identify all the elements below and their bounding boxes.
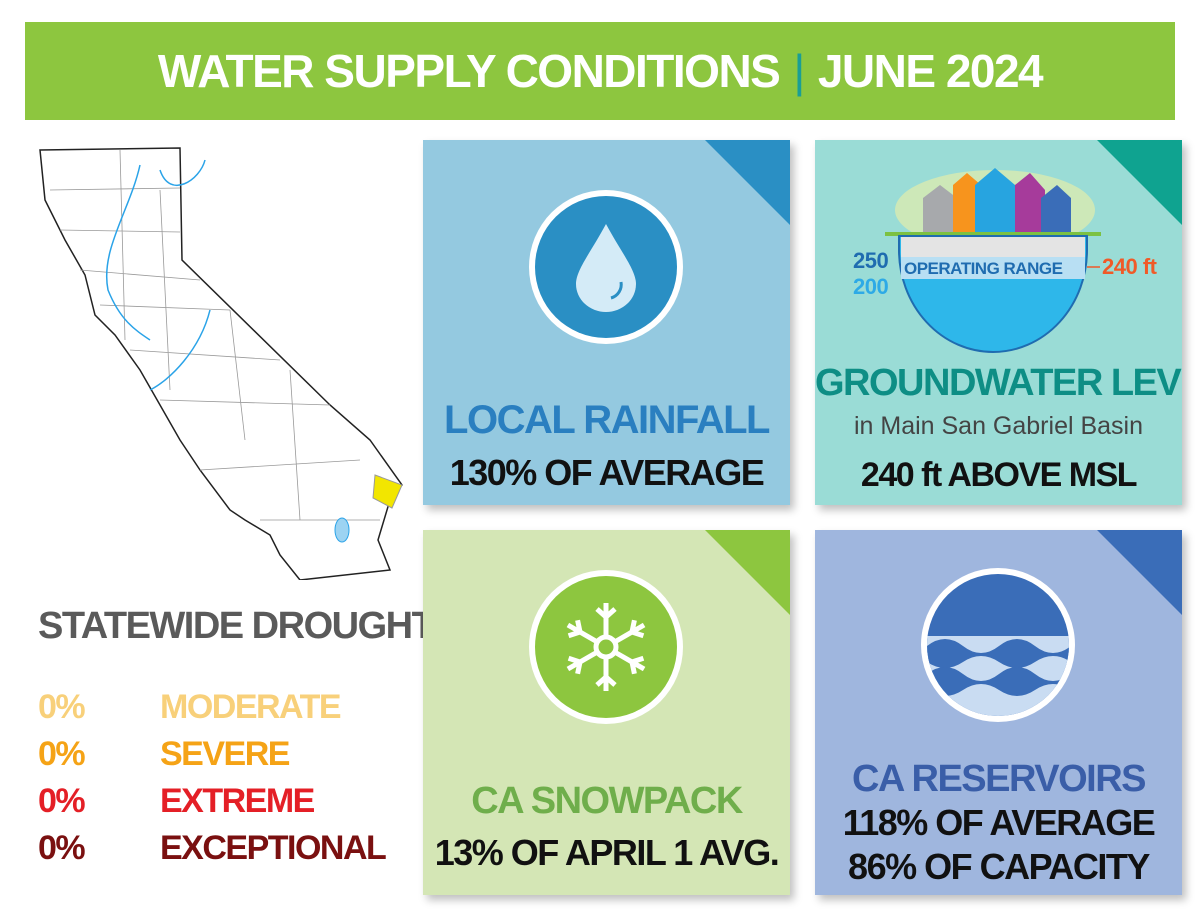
header-title: WATER SUPPLY CONDITIONS xyxy=(157,45,781,97)
houses-icon xyxy=(923,168,1071,232)
drought-label: EXCEPTIONAL xyxy=(160,829,387,867)
reservoirs-title: CA RESERVOIRS xyxy=(851,758,1147,800)
range-upper: 250 xyxy=(853,248,889,273)
drought-area-moderate xyxy=(372,474,403,509)
header-date: JUNE 2024 xyxy=(817,45,1044,97)
snowpack-card: CA SNOWPACK 13% OF APRIL 1 AVG. xyxy=(423,530,790,895)
water-drop-icon xyxy=(535,196,677,338)
current-level-label: 240 ft xyxy=(1102,254,1157,279)
range-lower: 200 xyxy=(853,274,889,299)
waves-icon xyxy=(927,574,1069,716)
drought-pct: 0% xyxy=(38,829,86,867)
groundwater-card: OPERATING RANGE 250 200 240 ft GROUNDWAT… xyxy=(815,140,1182,505)
rivers xyxy=(106,159,211,391)
reservoirs-capacity: 86% OF CAPACITY xyxy=(848,846,1150,887)
salton-sea xyxy=(334,517,350,543)
header-banner: WATER SUPPLY CONDITIONS | JUNE 2024 xyxy=(25,22,1175,120)
reservoirs-average: 118% OF AVERAGE xyxy=(842,802,1156,843)
groundwater-value: 240 ft ABOVE MSL xyxy=(860,456,1138,494)
drought-pct: 0% xyxy=(38,782,86,820)
groundwater-basin-graphic xyxy=(885,168,1101,353)
snowpack-title: CA SNOWPACK xyxy=(471,780,743,822)
snowflake-icon xyxy=(535,576,677,718)
snowpack-value: 13% OF APRIL 1 AVG. xyxy=(434,832,780,873)
drought-label: MODERATE xyxy=(160,688,342,726)
drought-pct: 0% xyxy=(38,688,86,726)
drought-label: SEVERE xyxy=(160,735,290,773)
rainfall-title: LOCAL RAINFALL xyxy=(444,398,770,442)
drought-pct: 0% xyxy=(38,735,86,773)
drought-label: EXTREME xyxy=(160,782,315,820)
rainfall-card: LOCAL RAINFALL 130% OF AVERAGE xyxy=(423,140,790,505)
groundwater-title: GROUNDWATER LEVEL xyxy=(815,362,1182,404)
rainfall-value: 130% OF AVERAGE xyxy=(449,452,765,493)
california-outline xyxy=(39,147,403,580)
california-drought-map xyxy=(39,147,403,580)
header-separator: | xyxy=(793,45,805,97)
operating-range-label: OPERATING RANGE xyxy=(904,259,1063,278)
drought-title: STATEWIDE DROUGHT xyxy=(38,605,435,647)
county-lines xyxy=(49,149,380,521)
groundwater-subtitle: in Main San Gabriel Basin xyxy=(853,412,1144,440)
reservoirs-card: CA RESERVOIRS 118% OF AVERAGE 86% OF CAP… xyxy=(815,530,1182,895)
